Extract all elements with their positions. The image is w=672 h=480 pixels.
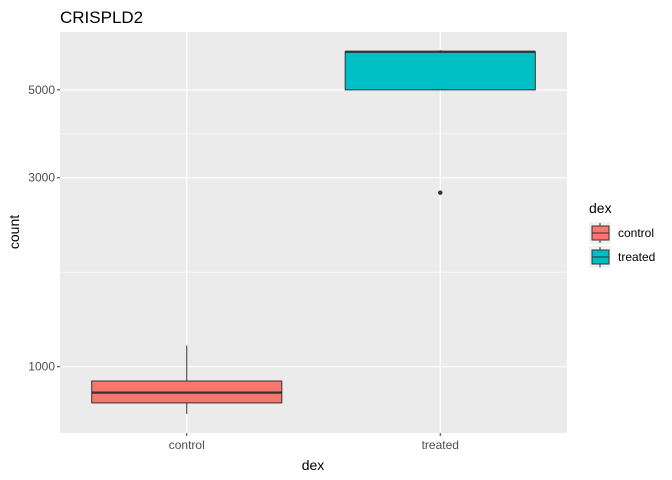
x-axis: control treated — [169, 433, 459, 452]
legend-key-control — [589, 222, 611, 244]
y-tick-label: 3000 — [28, 171, 55, 185]
y-tick-label: 5000 — [28, 83, 55, 97]
x-axis-title: dex — [302, 457, 325, 473]
box-treated — [344, 50, 536, 195]
x-tick-label: treated — [422, 438, 459, 452]
outlier-point — [438, 190, 443, 195]
y-tick-label: 1000 — [28, 360, 55, 374]
x-tick-label: control — [169, 438, 205, 452]
legend-key-treated — [589, 246, 611, 268]
y-axis: 1000 3000 5000 — [28, 83, 60, 374]
chart-title: CRISPLD2 — [60, 8, 143, 27]
legend-label: control — [618, 226, 654, 240]
box-body — [344, 51, 536, 91]
y-axis-title: count — [6, 215, 22, 249]
box-control — [91, 345, 283, 414]
boxes-layer — [91, 50, 536, 414]
legend-label: treated — [618, 250, 655, 264]
major-gridlines — [60, 32, 567, 433]
legend-title: dex — [589, 200, 612, 216]
plot-panel — [60, 32, 567, 433]
legend: dex control treated — [589, 200, 655, 268]
minor-gridlines — [60, 133, 567, 273]
